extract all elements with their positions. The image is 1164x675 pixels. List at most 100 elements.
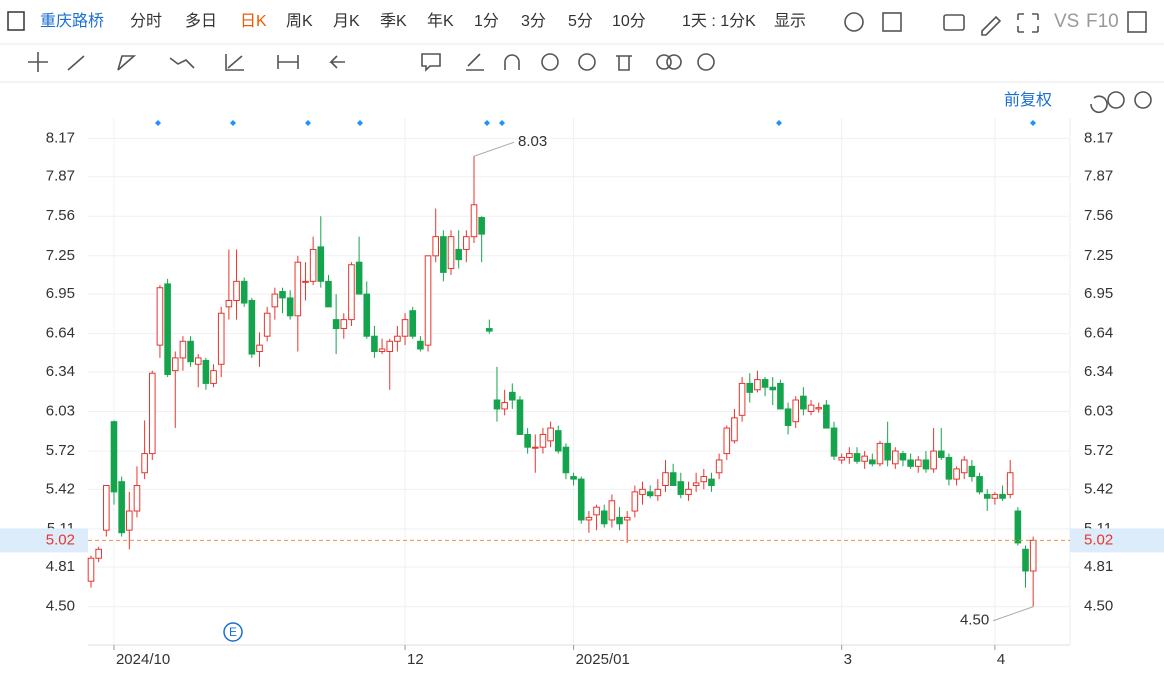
toolbar-item[interactable]: 显示 (774, 13, 806, 30)
candle-body (807, 404, 815, 412)
candle-body (126, 510, 133, 531)
settings-tool[interactable] (697, 53, 715, 71)
toolbar-item[interactable]: 1天 : 1分K (682, 12, 756, 30)
candle-body (463, 236, 470, 250)
fib-tool[interactable] (225, 54, 244, 71)
candle-body (792, 399, 800, 423)
y-tick-label: 4.50 (46, 598, 75, 615)
candle-body (907, 459, 914, 467)
candle-body (976, 476, 983, 493)
candle-body (869, 459, 876, 465)
menu-icon[interactable] (7, 11, 25, 31)
candle-body (240, 280, 248, 304)
x-tick-label: 4 (997, 651, 1005, 668)
toolbar-item[interactable]: 日K (240, 13, 267, 30)
candle-body (876, 442, 884, 465)
candle-body (746, 382, 754, 393)
candle-body (769, 386, 777, 391)
candle-body (493, 399, 501, 410)
event-icon[interactable] (223, 622, 243, 642)
candle-body (470, 204, 478, 238)
candle-body (715, 459, 723, 474)
poly-tool[interactable] (117, 55, 137, 71)
last-price-label: 5.02 (46, 531, 75, 548)
toolbar-item[interactable]: 分时 (130, 12, 162, 30)
y-tick-label: 4.81 (1084, 558, 1113, 575)
toolbar-item[interactable]: 1分 (474, 12, 499, 30)
low-label: 4.50 (960, 612, 989, 629)
candle-body (677, 481, 685, 495)
candle-body (692, 482, 700, 486)
wave-tool[interactable] (169, 57, 195, 69)
panel-icon[interactable] (1127, 11, 1147, 33)
link-tool[interactable] (666, 54, 682, 70)
toolbar-item[interactable]: 多日 (185, 12, 217, 30)
candle-body (800, 395, 807, 410)
y-tick-label: 4.81 (46, 558, 75, 575)
measure-tool[interactable] (277, 55, 299, 69)
candle-body (110, 421, 118, 493)
y-tick-label: 5.72 (46, 442, 75, 459)
line-tool[interactable] (67, 55, 85, 71)
candle-body (761, 379, 769, 388)
candle-body (669, 472, 677, 486)
last-price-label: 5.02 (1084, 531, 1113, 548)
y-tick-label: 6.95 (1084, 285, 1113, 302)
link-tool[interactable] (656, 54, 672, 70)
candle-body (501, 402, 508, 410)
candle-body (455, 248, 462, 261)
candle-body (256, 344, 263, 353)
pen-tool[interactable] (466, 53, 484, 71)
high-pointer (473, 141, 515, 157)
hide-tool[interactable] (578, 53, 596, 71)
toolbar-item[interactable]: 季K (380, 12, 407, 30)
candle-body (968, 465, 976, 478)
arc-tool[interactable] (504, 54, 520, 70)
toolbar-item[interactable]: 10分 (612, 12, 646, 30)
reset-icon[interactable] (1090, 95, 1108, 114)
toolbar-item[interactable]: 重庆路桥 (40, 12, 104, 30)
toolbar-item[interactable]: F10 (1086, 11, 1119, 32)
toolbar-item[interactable]: VS (1054, 11, 1079, 32)
fullscreen-icon[interactable] (1017, 13, 1039, 33)
settings-icon[interactable] (844, 12, 864, 32)
candle-body (171, 357, 179, 372)
x-tick-label: 2024/10 (116, 651, 170, 668)
candle-body (616, 516, 623, 525)
candle-body (608, 500, 616, 521)
low-pointer (993, 606, 1034, 622)
x-tick-label: 2025/01 (576, 651, 630, 668)
candle-body (424, 255, 432, 346)
toolbar-item[interactable]: 年K (427, 12, 454, 30)
candle-body (547, 427, 554, 442)
y-tick-label: 6.64 (1084, 325, 1113, 342)
candle-body (516, 399, 524, 435)
camera-icon[interactable] (943, 14, 965, 31)
box-icon[interactable] (882, 12, 902, 32)
toolbar-item[interactable]: 月K (333, 13, 360, 30)
candle-body (960, 459, 968, 474)
toolbar-item[interactable]: 3分 (521, 12, 546, 30)
toolbar-item[interactable]: 周K (286, 13, 313, 30)
candle-body (378, 348, 386, 353)
zoom-out[interactable] (1107, 91, 1125, 109)
adjust-label[interactable]: 前复权 (1004, 91, 1052, 109)
candle-body (853, 453, 861, 462)
candle-body (884, 442, 891, 461)
candle-body (685, 488, 692, 495)
pencil-icon[interactable] (981, 15, 1002, 36)
y-tick-label: 5.42 (1084, 480, 1113, 497)
note-tool[interactable] (421, 53, 441, 72)
magnet-tool[interactable] (541, 53, 559, 71)
toolbar-item[interactable]: 5分 (568, 12, 593, 30)
delete-tool[interactable] (616, 55, 632, 71)
candle-body (700, 476, 708, 483)
zoom-in[interactable] (1134, 91, 1152, 109)
candle-body (217, 312, 225, 365)
move-tool[interactable] (28, 52, 48, 72)
event-icon-label[interactable]: E (229, 625, 237, 639)
event-markers (155, 120, 1036, 126)
arrow-tool[interactable] (329, 55, 345, 69)
candle-body (922, 459, 930, 470)
